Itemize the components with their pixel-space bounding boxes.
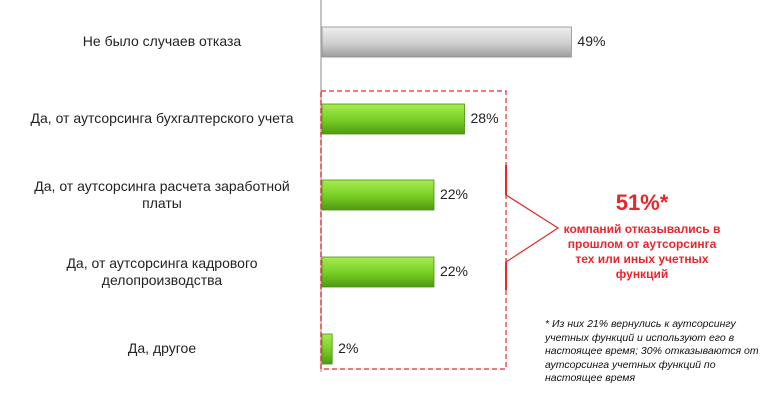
category-label: Да, от аутсорсинга кадрового делопроизво… <box>66 255 258 288</box>
callout-text: компаний отказывались в прошлом от аутсо… <box>563 222 721 281</box>
value-label: 22% <box>439 263 468 279</box>
value-label: 22% <box>439 186 468 202</box>
category-label: Да, от аутсорсинга расчета заработной пл… <box>34 178 290 211</box>
dashed-group-box <box>320 90 507 370</box>
bar <box>321 103 465 135</box>
value-label: 2% <box>338 340 359 356</box>
bar <box>321 256 435 288</box>
category-label: Да, от аутсорсинга бухгалтерского учета <box>30 110 294 126</box>
value-label: 28% <box>470 110 499 126</box>
category-label: Да, другое <box>127 340 197 356</box>
category-label: Не было случаев отказа <box>82 33 242 49</box>
callout-percent: 51%* <box>615 190 669 215</box>
footnote: * Из них 21% вернулись к аутсорсингу уче… <box>545 318 759 384</box>
bar <box>321 179 435 211</box>
value-label: 49% <box>577 33 606 49</box>
bar <box>321 333 333 365</box>
callout-bracket <box>505 165 560 290</box>
bar <box>321 26 572 58</box>
